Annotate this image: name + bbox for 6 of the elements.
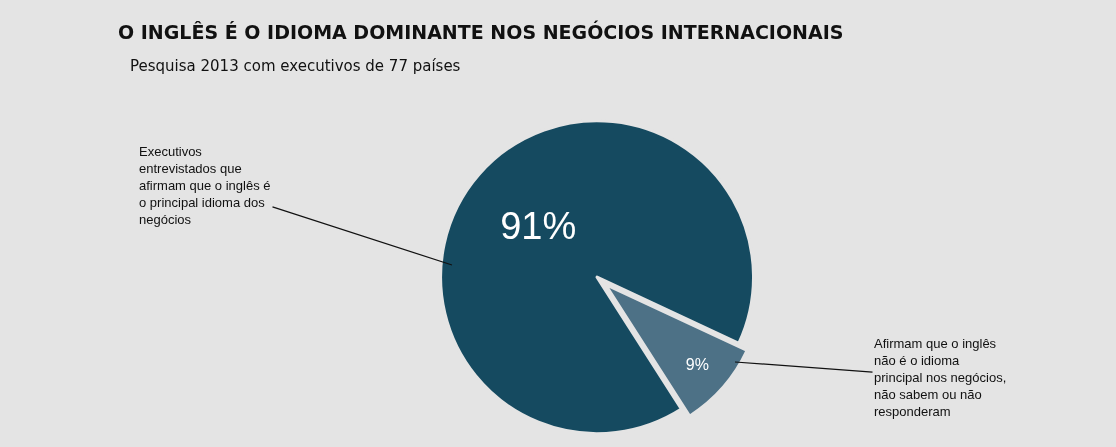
slice-label: Afirmam que o inglês não é o idioma principal nos negócios, não sabem ou não responderam (874, 336, 1007, 419)
chart-title: O INGLÊS É O IDIOMA DOMINANTE NOS NEGÓCIOS INTERNACIONAIS (118, 19, 844, 43)
slice-label: Executivos entrevistados que afirmam que o inglês é o principal idioma dos negócios (139, 144, 271, 227)
chart-subtitle: Pesquisa 2013 com executivos de 77 países (130, 57, 461, 75)
data-label: 91% (500, 204, 577, 247)
data-label: 9% (685, 356, 709, 374)
